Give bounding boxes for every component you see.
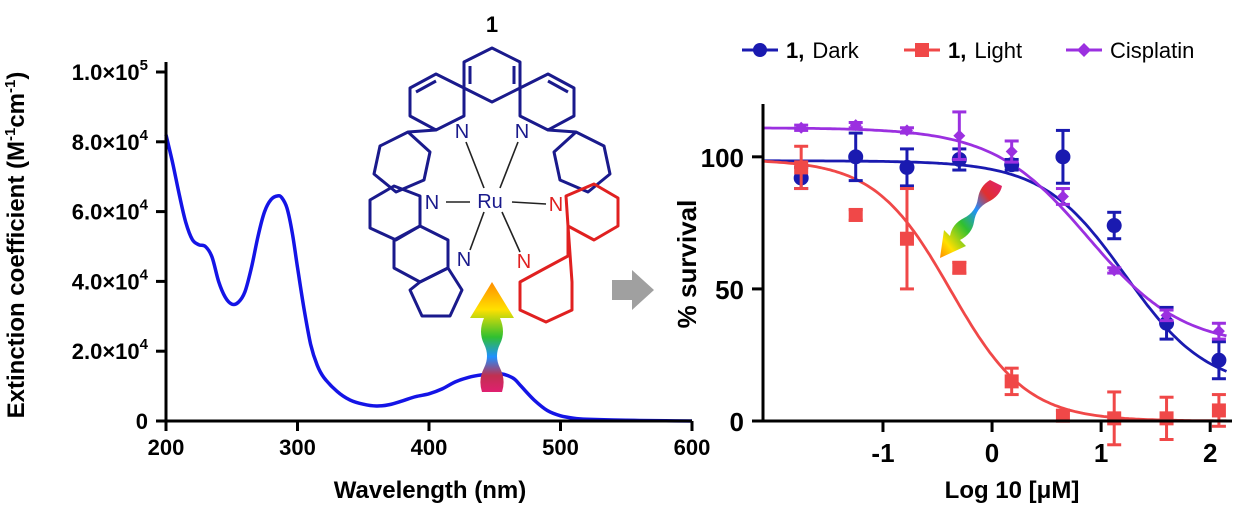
right-x-tick-label: -1 <box>871 438 894 468</box>
atom-n: N <box>457 249 471 271</box>
data-point-0 <box>1055 128 1071 185</box>
coordination-bond <box>469 211 485 251</box>
svg-text:1,Dark: 1, Dark <box>786 38 860 63</box>
phenyl-left <box>372 130 432 194</box>
data-point-2 <box>1211 321 1226 341</box>
bipyridine-left-ring-3 <box>408 266 464 318</box>
absorption-spectrum-chart: 200 300 400 500 600 0 2.0×104 4.0×104 6.0×104 8.… <box>2 57 710 504</box>
atom-n: N <box>455 121 469 143</box>
light-arrow-vertical <box>470 282 514 392</box>
coordination-bond <box>511 201 547 205</box>
data-point-1 <box>899 187 914 291</box>
phenanthroline-right-ring <box>518 72 576 132</box>
coordination-bond <box>499 141 519 189</box>
survival-dose-response-chart: -1 0 1 2 0 50 100 Log 10 [μM] % survival <box>672 104 1232 504</box>
bond <box>547 128 577 134</box>
phenanthroline-top-ring <box>462 46 522 104</box>
right-x-tick-label: 1 <box>1094 438 1108 468</box>
right-x-axis-label: Log 10 [μM] <box>945 477 1080 504</box>
left-x-axis-label: Wavelength (nm) <box>334 477 526 504</box>
legend-item-dark: 1, Dark <box>742 38 860 63</box>
data-point-0 <box>1211 340 1227 381</box>
svg-text:1,Light: 1, Light <box>948 38 1022 63</box>
data-point-1 <box>794 144 809 191</box>
left-y-tick-label: 0 <box>136 409 148 434</box>
data-point-2 <box>1004 139 1019 164</box>
phenanthroline-left-ring <box>408 72 466 132</box>
bond <box>547 79 569 94</box>
legend: 1, Dark 1, Light Cisplatin <box>742 38 1194 63</box>
right-y-tick-label: 50 <box>715 275 744 305</box>
data-point-1 <box>1004 366 1019 397</box>
left-y-tick-label: 2.0×104 <box>72 336 149 364</box>
data-point-2 <box>1159 308 1174 323</box>
coordination-bond <box>501 211 521 253</box>
right-x-tick-label: 0 <box>985 438 999 468</box>
bond <box>415 79 437 94</box>
left-x-tick-label: 300 <box>279 435 316 460</box>
gray-arrow <box>612 270 654 310</box>
svg-text:Cisplatin: Cisplatin <box>1110 38 1194 63</box>
fit-curve-0 <box>763 159 1228 373</box>
data-point-0 <box>1106 210 1122 241</box>
atom-n-red: N <box>517 251 531 273</box>
data-point-1 <box>1159 395 1174 441</box>
right-y-tick-label: 100 <box>701 143 744 173</box>
coordination-bond <box>465 141 485 189</box>
data-point-2 <box>848 119 863 132</box>
data-point-2 <box>1055 187 1070 206</box>
left-x-tick-label: 200 <box>148 435 185 460</box>
left-x-tick-label: 400 <box>411 435 448 460</box>
bipyridine-right-ring-2 <box>518 224 574 324</box>
right-x-tick-label: 2 <box>1203 438 1217 468</box>
bipyridine-left-ring-1 <box>368 184 422 242</box>
data-point-0 <box>899 147 915 188</box>
absorption-spectrum-line <box>164 134 693 423</box>
atom-n-red: N <box>549 194 563 216</box>
atom-n: N <box>425 192 439 214</box>
fit-curve-2 <box>763 126 1227 338</box>
legend-item-cisplatin: Cisplatin <box>1066 38 1194 63</box>
phenyl-right <box>552 130 612 194</box>
data-point-1 <box>952 260 967 275</box>
fit-curve-1 <box>762 159 1227 423</box>
data-point-1 <box>1107 390 1122 447</box>
data-point-2 <box>899 124 914 137</box>
left-x-tick-label: 500 <box>542 435 579 460</box>
atom-n: N <box>515 121 529 143</box>
data-point-2 <box>794 121 809 134</box>
right-y-tick-label: 0 <box>730 407 744 437</box>
left-y-tick-label: 8.0×104 <box>72 127 149 155</box>
bipyridine-right-ring-1 <box>564 182 620 242</box>
data-point-1 <box>848 207 863 222</box>
left-y-tick-label: 1.0×105 <box>72 57 148 85</box>
data-point-2 <box>952 110 967 161</box>
data-point-0 <box>848 131 864 183</box>
left-y-tick-label: 4.0×104 <box>72 266 149 294</box>
atom-ru: Ru <box>477 191 503 213</box>
data-point-2 <box>1107 264 1122 277</box>
light-arrow-diagonal <box>940 180 1002 258</box>
compound-label: 1 <box>486 12 498 37</box>
left-y-tick-label: 6.0×104 <box>72 197 149 225</box>
left-x-tick-label: 600 <box>674 435 711 460</box>
ruthenium-complex-structure: 1 N N Ru N N N N <box>368 12 620 324</box>
legend-item-light: 1, Light <box>904 38 1022 63</box>
bond <box>407 128 437 134</box>
right-y-axis-label: % survival <box>672 200 702 329</box>
left-y-axis-label: Extinction coefficient (M-1cm-1) <box>2 72 30 419</box>
